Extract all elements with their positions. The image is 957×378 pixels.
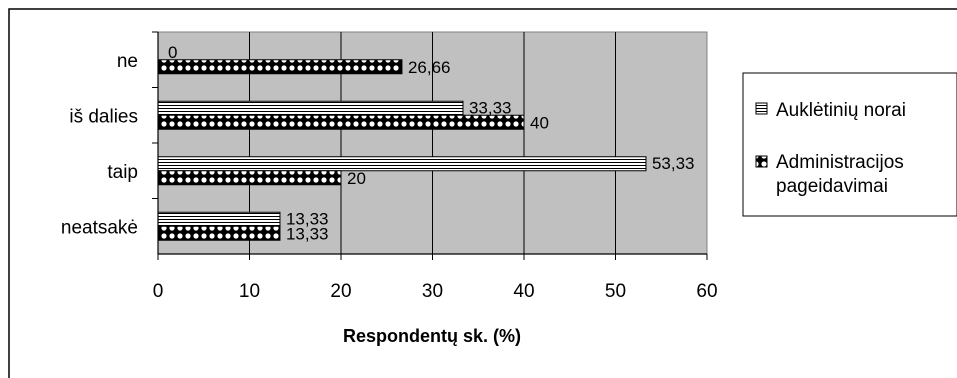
x-tick-label: 60 bbox=[696, 281, 717, 302]
x-tick-label: 50 bbox=[605, 281, 626, 302]
x-tick-label: 10 bbox=[239, 281, 260, 302]
x-tick-label: 0 bbox=[153, 281, 164, 302]
category-label: ne bbox=[117, 51, 138, 72]
data-label: 0 bbox=[168, 43, 177, 62]
data-label: 20 bbox=[347, 169, 366, 188]
data-label: 26,66 bbox=[408, 58, 451, 77]
category-label: neatsakė bbox=[61, 217, 138, 238]
legend-label-administracijos-line2: pageidavimai bbox=[776, 176, 888, 197]
legend-label-administracijos-line1: Administracijos bbox=[776, 152, 904, 173]
category-label: iš dalies bbox=[69, 106, 138, 127]
x-tick-label: 40 bbox=[513, 281, 534, 302]
legend: Auklėtinių norai Administracijos pageida… bbox=[743, 73, 957, 216]
x-tick-label: 20 bbox=[330, 281, 351, 302]
x-axis-title: Respondentų sk. (%) bbox=[343, 326, 521, 346]
bar bbox=[158, 115, 524, 129]
legend-swatch-aukletiniu bbox=[756, 103, 767, 114]
bar bbox=[158, 171, 341, 185]
legend-swatch-administracijos bbox=[756, 156, 767, 167]
bar bbox=[158, 226, 280, 240]
data-label: 13,33 bbox=[286, 224, 329, 243]
data-label: 53,33 bbox=[652, 154, 695, 173]
bar bbox=[158, 101, 463, 115]
category-label: taip bbox=[107, 162, 138, 183]
bar bbox=[158, 60, 402, 74]
bar bbox=[158, 212, 280, 226]
x-tick-label: 30 bbox=[422, 281, 443, 302]
bar bbox=[158, 157, 646, 171]
data-label: 40 bbox=[530, 113, 549, 132]
data-label: 33,33 bbox=[469, 98, 512, 117]
legend-label-aukletiniu: Auklėtinių norai bbox=[776, 100, 906, 121]
